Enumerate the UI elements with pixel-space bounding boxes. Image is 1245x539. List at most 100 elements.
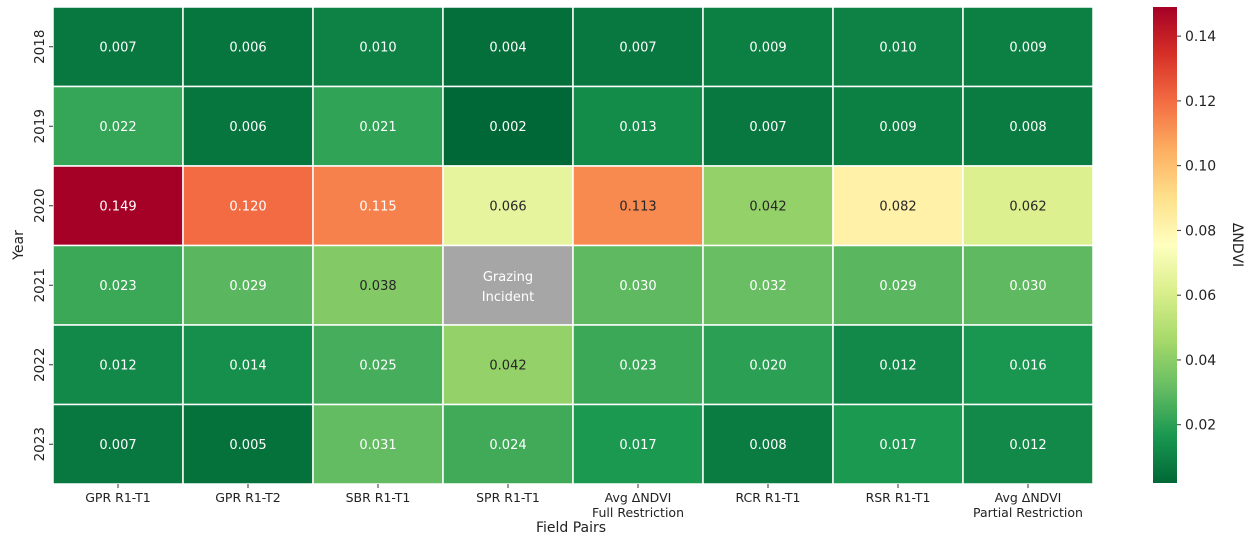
cell-value-label: 0.038 <box>359 279 396 294</box>
heatmap-cell <box>962 85 1094 167</box>
heatmap-cell <box>832 165 964 247</box>
y-tick-label: 2021 <box>32 268 48 302</box>
cell-value-label: 0.023 <box>99 279 136 294</box>
heatmap-cell <box>442 85 574 167</box>
x-axis-ticks: GPR R1-T1 GPR R1-T2 SBR R1-T1 SPR R1-T1 Avg … <box>85 484 1083 520</box>
cell-value-label: 0.007 <box>99 40 136 55</box>
cell-value-label: 0.002 <box>489 120 526 135</box>
y-tick-label: 2022 <box>32 348 48 382</box>
heatmap-cell <box>832 324 964 406</box>
x-tick-label: Full Restriction <box>592 505 684 520</box>
x-tick-label: SPR R1-T1 <box>476 490 540 505</box>
x-tick-label: Avg ΔNDVI <box>995 490 1062 505</box>
heatmap-cell-labels: 0.007 0.006 0.010 0.004 0.007 0.009 0.010 0.009… <box>99 40 1046 453</box>
cell-value-label: 0.012 <box>99 358 136 373</box>
x-tick-label: SBR R1-T1 <box>346 490 411 505</box>
cell-value-label: 0.007 <box>619 40 656 55</box>
cell-value-label: 0.082 <box>879 199 916 214</box>
heatmap-cell <box>572 244 704 326</box>
y-tick-label: 2018 <box>32 30 48 64</box>
cell-value-label: 0.012 <box>879 358 916 373</box>
x-tick-label: GPR R1-T2 <box>215 490 280 505</box>
cell-value-label: 0.032 <box>749 279 786 294</box>
cell-value-label: 0.042 <box>489 358 526 373</box>
cell-value-label: 0.008 <box>749 438 786 453</box>
heatmap-cell <box>312 165 444 247</box>
cell-value-label: 0.021 <box>359 120 396 135</box>
y-tick-label: 2023 <box>32 427 48 461</box>
heatmap-cell <box>702 85 834 167</box>
heatmap-cell <box>702 324 834 406</box>
heatmap-cell <box>962 6 1094 88</box>
heatmap-cell <box>52 6 184 88</box>
heatmap-cell <box>702 165 834 247</box>
heatmap-cells <box>52 6 1094 485</box>
cell-value-label: 0.062 <box>1009 199 1046 214</box>
cell-value-label: 0.009 <box>749 40 786 55</box>
annotation-label: Grazing <box>483 270 533 285</box>
cell-value-label: 0.113 <box>619 199 656 214</box>
cell-value-label: 0.020 <box>749 358 786 373</box>
cell-value-label: 0.017 <box>619 438 656 453</box>
x-tick-label: RCR R1-T1 <box>735 490 800 505</box>
cell-value-label: 0.149 <box>99 199 136 214</box>
cell-value-label: 0.030 <box>1009 279 1046 294</box>
cell-value-label: 0.029 <box>879 279 916 294</box>
colorbar-tick-label: 0.02 <box>1185 418 1216 434</box>
cell-value-label: 0.042 <box>749 199 786 214</box>
x-axis-label: Field Pairs <box>536 520 606 536</box>
cell-value-label: 0.023 <box>619 358 656 373</box>
cell-value-label: 0.025 <box>359 358 396 373</box>
heatmap-cell <box>442 403 574 485</box>
cell-value-label: 0.007 <box>749 120 786 135</box>
heatmap-cell <box>52 244 184 326</box>
heatmap-cell <box>702 244 834 326</box>
heatmap-cell <box>442 165 574 247</box>
heatmap-cell <box>52 403 184 485</box>
cell-value-label: 0.029 <box>229 279 266 294</box>
colorbar-tick-label: 0.04 <box>1185 353 1216 369</box>
heatmap-cell <box>962 324 1094 406</box>
cell-value-label: 0.010 <box>879 40 916 55</box>
cell-value-label: 0.009 <box>1009 40 1046 55</box>
heatmap-cell <box>312 403 444 485</box>
cell-value-label: 0.024 <box>489 438 526 453</box>
cell-value-label: 0.120 <box>229 199 266 214</box>
cell-value-label: 0.012 <box>1009 438 1046 453</box>
cell-value-label: 0.005 <box>229 438 266 453</box>
colorbar: 0.02 0.04 0.06 0.08 0.10 0.12 0.14 <box>1153 7 1216 483</box>
heatmap-cell <box>702 6 834 88</box>
heatmap-cell <box>572 165 704 247</box>
cell-value-label: 0.013 <box>619 120 656 135</box>
y-tick-label: 2019 <box>32 109 48 143</box>
heatmap-cell <box>442 6 574 88</box>
cell-value-label: 0.017 <box>879 438 916 453</box>
heatmap-cell <box>182 85 314 167</box>
heatmap-cell <box>962 403 1094 485</box>
cell-value-label: 0.031 <box>359 438 396 453</box>
heatmap-cell <box>182 6 314 88</box>
cell-value-label: 0.006 <box>229 40 266 55</box>
colorbar-tick-label: 0.06 <box>1185 288 1216 304</box>
cell-value-label: 0.010 <box>359 40 396 55</box>
cell-value-label: 0.022 <box>99 120 136 135</box>
x-tick-label: GPR R1-T1 <box>85 490 150 505</box>
colorbar-label: ΔNDVI <box>1229 223 1245 267</box>
colorbar-tick-label: 0.14 <box>1185 29 1216 45</box>
cell-value-label: 0.008 <box>1009 120 1046 135</box>
cell-value-label: 0.004 <box>489 40 526 55</box>
annotation-label: Incident <box>482 290 534 305</box>
heatmap-cell <box>962 165 1094 247</box>
cell-value-label: 0.016 <box>1009 358 1046 373</box>
colorbar-gradient <box>1153 7 1177 483</box>
heatmap-cell <box>312 6 444 88</box>
cell-value-label: 0.009 <box>879 120 916 135</box>
y-axis-label: Year <box>11 230 27 261</box>
cell-value-label: 0.066 <box>489 199 526 214</box>
cell-value-label: 0.014 <box>229 358 266 373</box>
x-tick-label: Avg ΔNDVI <box>605 490 672 505</box>
cell-value-label: 0.115 <box>359 199 396 214</box>
y-tick-label: 2020 <box>32 189 48 223</box>
heatmap-cell <box>182 165 314 247</box>
